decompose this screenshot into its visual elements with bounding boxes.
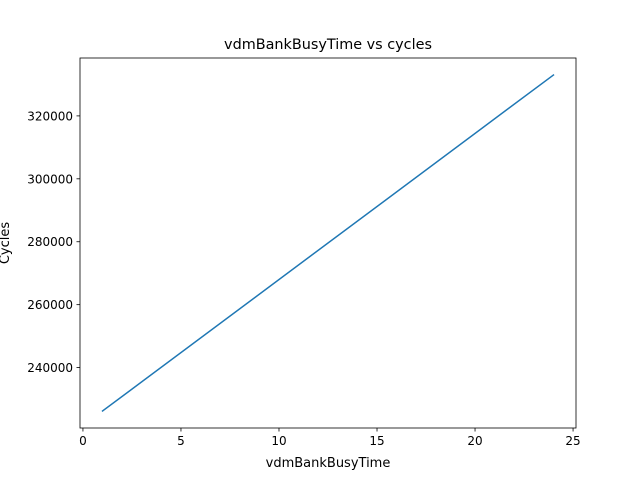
axes-frame [79,57,577,429]
y-tick-label: 240000 [27,361,73,375]
x-axis-label: vdmBankBusyTime [266,456,391,471]
y-tick-label: 280000 [27,235,73,249]
y-axis-label: Cycles [0,222,13,265]
x-tick-label: 25 [565,434,580,448]
chart-title: vdmBankBusyTime vs cycles [224,37,432,53]
x-tick-label: 10 [271,434,286,448]
x-tick-label: 20 [467,434,482,448]
plot-area: 0 5 10 15 20 25 240000 260000 280000 300000 320000 [27,57,581,448]
y-tick-label: 260000 [27,298,73,312]
x-tick-label: 0 [79,434,87,448]
x-tick-label: 15 [369,434,384,448]
x-tick-label: 5 [177,434,185,448]
y-tick-label: 300000 [27,172,73,186]
series-line-0 [101,73,555,413]
y-tick-label: 320000 [27,109,73,123]
